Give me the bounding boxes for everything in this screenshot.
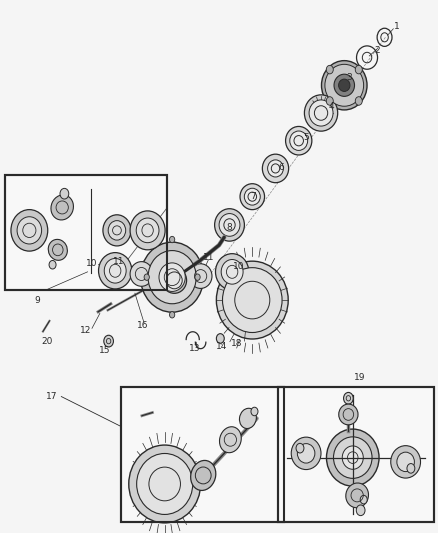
Ellipse shape bbox=[355, 96, 362, 105]
Ellipse shape bbox=[170, 236, 175, 243]
Ellipse shape bbox=[144, 274, 149, 280]
Ellipse shape bbox=[189, 264, 212, 288]
Ellipse shape bbox=[355, 66, 362, 74]
Ellipse shape bbox=[286, 126, 312, 155]
Ellipse shape bbox=[49, 261, 56, 269]
Ellipse shape bbox=[291, 437, 321, 470]
Text: 2: 2 bbox=[375, 46, 380, 55]
Text: 13: 13 bbox=[189, 344, 200, 352]
Text: 5: 5 bbox=[303, 133, 309, 142]
Ellipse shape bbox=[326, 66, 333, 74]
Text: 3: 3 bbox=[346, 73, 353, 82]
Text: 1: 1 bbox=[393, 22, 399, 31]
Ellipse shape bbox=[356, 505, 365, 515]
Ellipse shape bbox=[407, 464, 415, 473]
Ellipse shape bbox=[346, 483, 368, 508]
Ellipse shape bbox=[216, 334, 224, 343]
Ellipse shape bbox=[339, 404, 358, 425]
Ellipse shape bbox=[219, 427, 241, 453]
Text: 10: 10 bbox=[233, 262, 244, 271]
Text: 9: 9 bbox=[35, 296, 41, 305]
Ellipse shape bbox=[309, 100, 333, 126]
Ellipse shape bbox=[297, 443, 315, 463]
Ellipse shape bbox=[251, 407, 258, 416]
Ellipse shape bbox=[11, 209, 48, 251]
Ellipse shape bbox=[137, 454, 193, 514]
Ellipse shape bbox=[141, 242, 204, 312]
Ellipse shape bbox=[321, 61, 367, 110]
Ellipse shape bbox=[108, 221, 126, 240]
Ellipse shape bbox=[104, 335, 113, 347]
Ellipse shape bbox=[296, 443, 304, 453]
Text: 4: 4 bbox=[328, 102, 334, 111]
Ellipse shape bbox=[397, 452, 414, 472]
Ellipse shape bbox=[136, 218, 159, 243]
Text: 16: 16 bbox=[137, 321, 148, 329]
Text: 11: 11 bbox=[113, 257, 124, 265]
Bar bbox=[278, 387, 434, 522]
Text: 17: 17 bbox=[46, 392, 57, 401]
Ellipse shape bbox=[129, 445, 201, 523]
Ellipse shape bbox=[262, 154, 289, 183]
Ellipse shape bbox=[170, 312, 175, 318]
Ellipse shape bbox=[360, 495, 367, 504]
Text: 6: 6 bbox=[278, 164, 284, 172]
Ellipse shape bbox=[342, 446, 363, 469]
Ellipse shape bbox=[17, 217, 42, 244]
Bar bbox=[5, 175, 167, 290]
Text: 7: 7 bbox=[250, 192, 256, 201]
Ellipse shape bbox=[304, 95, 338, 131]
Ellipse shape bbox=[219, 214, 240, 236]
Ellipse shape bbox=[162, 268, 187, 293]
Text: 10: 10 bbox=[86, 259, 98, 268]
Bar bbox=[121, 387, 284, 522]
Ellipse shape bbox=[130, 211, 165, 250]
Ellipse shape bbox=[326, 429, 379, 486]
Ellipse shape bbox=[215, 254, 249, 290]
Ellipse shape bbox=[290, 131, 307, 150]
Bar bbox=[278, 387, 434, 522]
Ellipse shape bbox=[391, 446, 420, 478]
Ellipse shape bbox=[268, 160, 283, 177]
Ellipse shape bbox=[223, 268, 282, 333]
Ellipse shape bbox=[191, 461, 216, 490]
Bar bbox=[5, 175, 167, 290]
Ellipse shape bbox=[159, 263, 185, 292]
Ellipse shape bbox=[343, 392, 353, 404]
Ellipse shape bbox=[240, 184, 265, 209]
Ellipse shape bbox=[51, 195, 74, 220]
Ellipse shape bbox=[221, 260, 243, 284]
Ellipse shape bbox=[326, 96, 333, 105]
Text: 15: 15 bbox=[99, 346, 110, 355]
Text: 14: 14 bbox=[216, 342, 228, 351]
Ellipse shape bbox=[333, 437, 372, 479]
Text: 11: 11 bbox=[203, 254, 214, 262]
Text: 20: 20 bbox=[41, 337, 53, 345]
Bar bbox=[121, 387, 284, 522]
Ellipse shape bbox=[48, 239, 67, 260]
Text: 19: 19 bbox=[354, 374, 366, 382]
Text: 18: 18 bbox=[231, 340, 242, 348]
Ellipse shape bbox=[325, 64, 364, 106]
Ellipse shape bbox=[195, 274, 200, 280]
Ellipse shape bbox=[240, 408, 256, 429]
Ellipse shape bbox=[148, 251, 196, 304]
Ellipse shape bbox=[339, 79, 350, 92]
Ellipse shape bbox=[216, 261, 288, 339]
Ellipse shape bbox=[215, 209, 244, 241]
Ellipse shape bbox=[130, 262, 153, 286]
Ellipse shape bbox=[99, 253, 132, 289]
Ellipse shape bbox=[104, 259, 126, 283]
Ellipse shape bbox=[60, 188, 69, 199]
Text: 8: 8 bbox=[226, 223, 233, 231]
Ellipse shape bbox=[103, 215, 131, 246]
Text: 12: 12 bbox=[80, 326, 92, 335]
Ellipse shape bbox=[244, 188, 260, 205]
Ellipse shape bbox=[334, 74, 354, 96]
